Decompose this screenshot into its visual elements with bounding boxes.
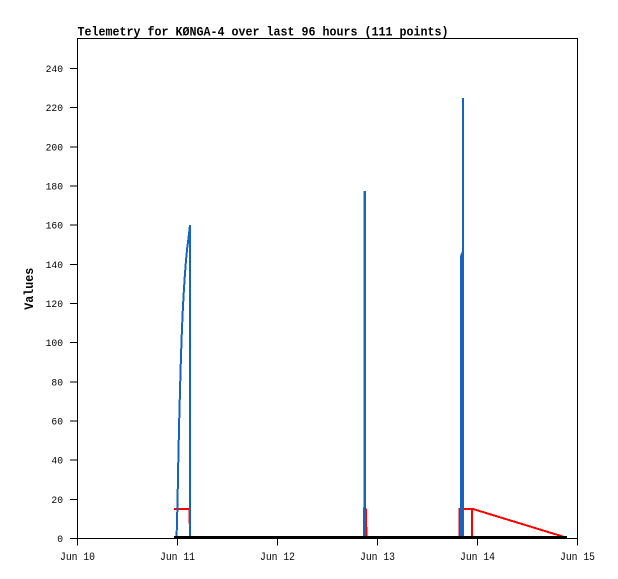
svg-text:Jun 15: Jun 15 <box>560 552 595 564</box>
svg-text:100: 100 <box>46 338 63 350</box>
svg-text:160: 160 <box>46 221 63 233</box>
svg-text:200: 200 <box>46 142 63 154</box>
svg-text:Telemetry for KØNGA-4 over las: Telemetry for KØNGA-4 over last 96 hours… <box>78 25 449 40</box>
svg-text:20: 20 <box>51 495 63 507</box>
svg-text:240: 240 <box>46 64 63 76</box>
svg-text:120: 120 <box>46 299 63 311</box>
svg-text:0: 0 <box>57 534 63 546</box>
svg-text:80: 80 <box>51 377 63 389</box>
svg-text:Jun 10: Jun 10 <box>60 552 95 564</box>
svg-text:Values: Values <box>22 268 37 310</box>
svg-text:180: 180 <box>46 182 63 194</box>
svg-text:Jun 14: Jun 14 <box>460 552 495 564</box>
svg-text:40: 40 <box>51 456 63 468</box>
svg-text:Jun 12: Jun 12 <box>260 552 295 564</box>
svg-text:60: 60 <box>51 417 63 429</box>
svg-text:140: 140 <box>46 260 63 272</box>
svg-text:Jun 13: Jun 13 <box>360 552 395 564</box>
svg-text:220: 220 <box>46 103 63 115</box>
svg-text:Jun 11: Jun 11 <box>160 552 195 564</box>
